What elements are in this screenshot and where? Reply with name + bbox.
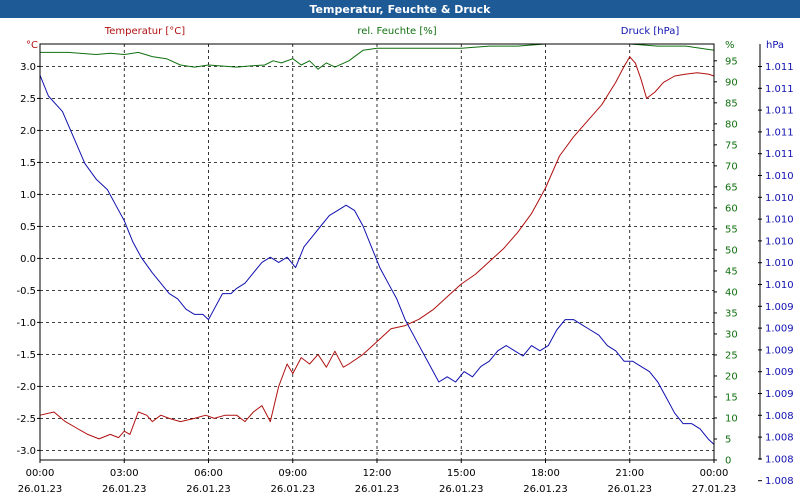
window-title: Temperatur, Feuchte & Druck bbox=[0, 0, 800, 18]
temperature-tick-label-9: -1.5 bbox=[16, 350, 36, 361]
temperature-tick-label-11: -2.5 bbox=[16, 414, 36, 425]
pressure-axis-title: Druck [hPa] bbox=[621, 26, 680, 37]
pressure-line bbox=[39, 75, 715, 445]
humidity-tick-label-16: 15 bbox=[725, 392, 738, 403]
pressure-tick-label-12: 1.009 bbox=[765, 324, 794, 335]
humidity-tick-label-9: 50 bbox=[725, 245, 738, 256]
axis-titles: Temperatur [°C] rel. Feuchte [%] Druck [hP… bbox=[104, 26, 680, 37]
temperature-tick-label-3: 1.5 bbox=[20, 158, 36, 169]
humidity-tick-label-19: 0 bbox=[725, 456, 731, 467]
temperature-tick-label-6: 0.0 bbox=[20, 254, 36, 265]
temperature-axis: 3.0 2.5 2.0 1.5 1.0 0.5 0.0 -0.5 -1.0 -1.5 -2.0 -2.… bbox=[16, 40, 40, 457]
time-tick-label-3: 09:00 bbox=[278, 468, 307, 479]
grid bbox=[40, 44, 714, 460]
pressure-tick-label-15: 1.009 bbox=[765, 389, 794, 400]
date-tick-label-1: 26.01.23 bbox=[102, 484, 147, 495]
humidity-tick-label-1: 90 bbox=[725, 77, 738, 88]
temperature-line bbox=[39, 56, 715, 440]
time-tick-label-5: 15:00 bbox=[447, 468, 476, 479]
time-tick-label-6: 18:00 bbox=[531, 468, 560, 479]
temperature-tick-label-10: -2.0 bbox=[16, 382, 36, 393]
pressure-tick-label-14: 1.009 bbox=[765, 367, 794, 378]
humidity-tick-label-8: 55 bbox=[725, 224, 738, 235]
humidity-tick-label-14: 25 bbox=[725, 350, 738, 361]
temperature-axis-title: Temperatur [°C] bbox=[104, 26, 185, 37]
temperature-tick-label-4: 1.0 bbox=[20, 190, 36, 201]
time-tick-label-8: 00:00 bbox=[700, 468, 729, 479]
pressure-tick-label-19: 1.008 bbox=[765, 476, 794, 487]
pressure-tick-label-7: 1.010 bbox=[765, 215, 794, 226]
date-tick-label-2: 26.01.23 bbox=[186, 484, 231, 495]
pressure-tick-label-8: 1.010 bbox=[765, 236, 794, 247]
pressure-axis: 1.011 1.011 1.011 1.011 1.011 1.010 1.010 1.010… bbox=[758, 40, 794, 487]
humidity-tick-label-3: 80 bbox=[725, 119, 738, 130]
humidity-tick-label-18: 5 bbox=[725, 434, 731, 445]
temperature-tick-label-7: -0.5 bbox=[16, 286, 36, 297]
time-tick-label-2: 06:00 bbox=[194, 468, 223, 479]
humidity-tick-label-5: 70 bbox=[725, 161, 738, 172]
temperature-tick-label-0: 3.0 bbox=[20, 62, 36, 73]
temperature-tick-label-1: 2.5 bbox=[20, 94, 36, 105]
humidity-tick-label-15: 20 bbox=[725, 371, 738, 382]
date-tick-label-4: 26.01.23 bbox=[355, 484, 400, 495]
humidity-tick-label-6: 65 bbox=[725, 182, 738, 193]
humidity-tick-label-12: 35 bbox=[725, 308, 738, 319]
pressure-tick-label-3: 1.011 bbox=[765, 127, 794, 138]
date-tick-label-0: 26.01.23 bbox=[18, 484, 63, 495]
humidity-tick-label-10: 45 bbox=[725, 266, 738, 277]
time-tick-label-1: 03:00 bbox=[110, 468, 139, 479]
temperature-tick-label-5: 0.5 bbox=[20, 222, 36, 233]
humidity-tick-label-4: 75 bbox=[725, 140, 738, 151]
pressure-tick-label-4: 1.011 bbox=[765, 149, 794, 160]
pressure-tick-label-17: 1.008 bbox=[765, 433, 794, 444]
humidity-tick-label-7: 60 bbox=[725, 203, 738, 214]
pressure-tick-label-11: 1.009 bbox=[765, 302, 794, 313]
pressure-tick-label-16: 1.008 bbox=[765, 411, 794, 422]
humidity-tick-label-2: 85 bbox=[725, 98, 738, 109]
pressure-tick-label-1: 1.011 bbox=[765, 84, 794, 95]
temperature-tick-label-12: -3.0 bbox=[16, 446, 36, 457]
temperature-tick-label-2: 2.0 bbox=[20, 126, 36, 137]
date-tick-label-6: 26.01.23 bbox=[523, 484, 568, 495]
humidity-tick-label-13: 30 bbox=[725, 329, 738, 340]
time-tick-label-7: 21:00 bbox=[615, 468, 644, 479]
humidity-tick-label-0: 95 bbox=[725, 56, 738, 67]
pressure-tick-label-10: 1.010 bbox=[765, 280, 794, 291]
pressure-tick-label-9: 1.010 bbox=[765, 258, 794, 269]
humidity-tick-label-17: 10 bbox=[725, 413, 738, 424]
pressure-unit-label: hPa bbox=[766, 40, 784, 51]
time-tick-label-4: 12:00 bbox=[363, 468, 392, 479]
date-tick-label-8: 27.01.23 bbox=[692, 484, 737, 495]
date-tick-label-3: 26.01.23 bbox=[270, 484, 315, 495]
line-chart: 3.0 2.5 2.0 1.5 1.0 0.5 0.0 -0.5 -1.0 -1.5 -2.0 -2.… bbox=[16, 26, 794, 495]
humidity-unit-label: % bbox=[725, 40, 735, 51]
humidity-axis-title: rel. Feuchte [%] bbox=[357, 26, 436, 37]
pressure-tick-label-2: 1.011 bbox=[765, 106, 794, 117]
pressure-tick-label-5: 1.010 bbox=[765, 171, 794, 182]
date-tick-label-5: 26.01.23 bbox=[439, 484, 484, 495]
humidity-tick-label-11: 40 bbox=[725, 287, 738, 298]
pressure-tick-label-18: 1.008 bbox=[765, 454, 794, 465]
pressure-tick-label-0: 1.011 bbox=[765, 62, 794, 73]
date-tick-label-7: 26.01.23 bbox=[607, 484, 652, 495]
time-tick-label-0: 00:00 bbox=[26, 468, 55, 479]
temperature-unit-label: °C bbox=[26, 40, 38, 51]
pressure-tick-label-13: 1.009 bbox=[765, 345, 794, 356]
pressure-tick-label-6: 1.010 bbox=[765, 193, 794, 204]
temperature-tick-label-8: -1.0 bbox=[16, 318, 36, 329]
time-axis: 00:00 26.01.23 03:00 26.01.23 06:00 26.01.23 0… bbox=[18, 460, 737, 495]
